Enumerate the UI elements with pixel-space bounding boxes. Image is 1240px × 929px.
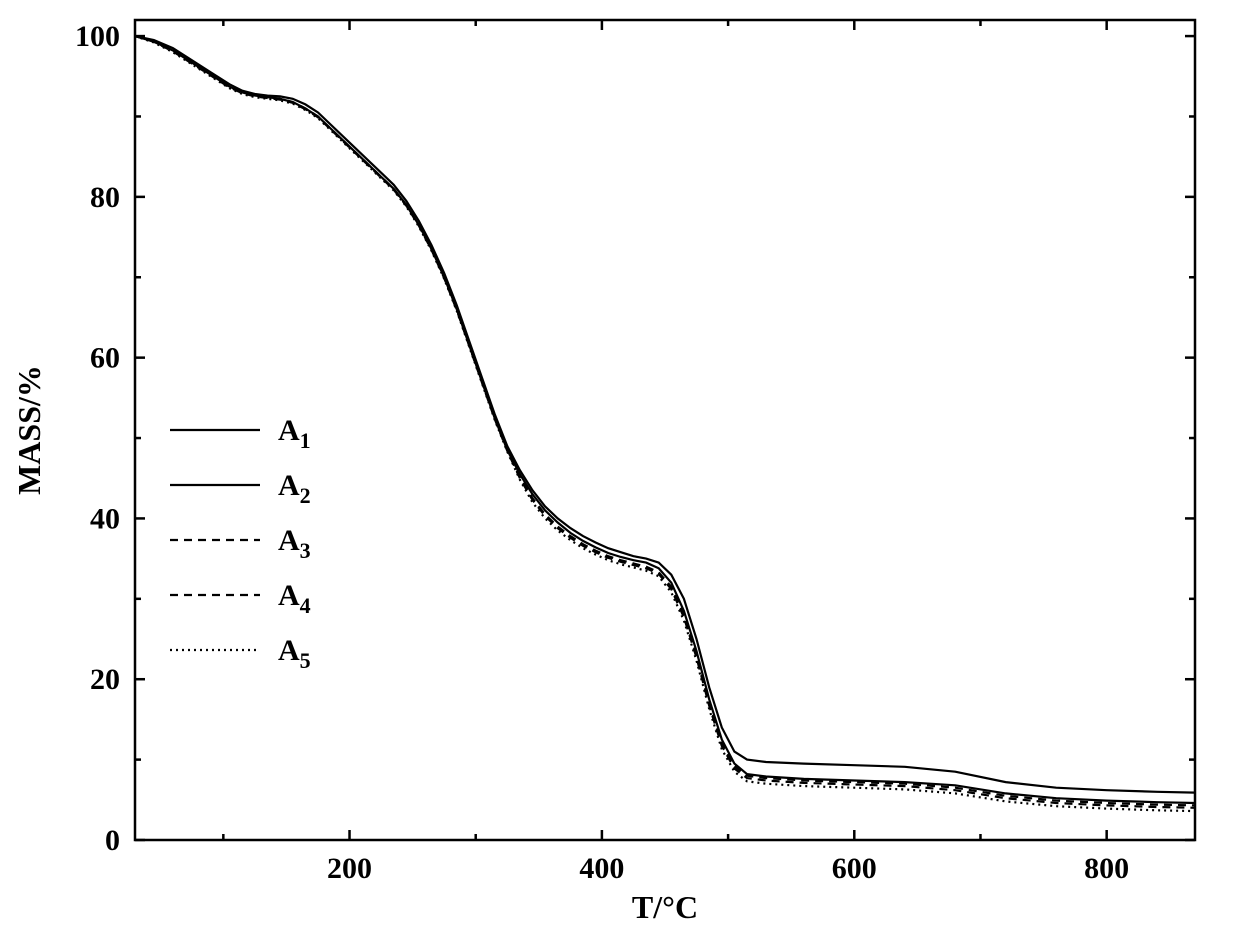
y-tick-label: 60 xyxy=(90,342,120,375)
tga-chart: 200 400 600 800 0 20 40 60 80 100 T/°C MASS/% A1 A2 A3… xyxy=(0,0,1240,929)
x-tick-label: 200 xyxy=(327,852,372,885)
x-tick-label: 400 xyxy=(579,852,624,885)
y-tick-label: 40 xyxy=(90,502,120,535)
y-tick-label: 0 xyxy=(105,824,120,857)
y-tick-label: 100 xyxy=(75,20,120,53)
y-tick-label: 20 xyxy=(90,663,120,696)
y-tick-label: 80 xyxy=(90,181,120,214)
x-axis-label: T/°C xyxy=(632,889,698,925)
x-tick-label: 800 xyxy=(1084,852,1129,885)
chart-svg: 200 400 600 800 0 20 40 60 80 100 T/°C MASS/% A1 A2 A3… xyxy=(0,0,1240,929)
legend-label-A1: A1 xyxy=(278,414,311,453)
x-tick-label: 600 xyxy=(832,852,877,885)
legend-label-A3: A3 xyxy=(278,524,311,563)
legend-label-A4: A4 xyxy=(278,579,311,618)
legend-label-A2: A2 xyxy=(278,469,311,508)
y-axis-label: MASS/% xyxy=(11,365,47,495)
legend-label-A5: A5 xyxy=(278,634,311,673)
